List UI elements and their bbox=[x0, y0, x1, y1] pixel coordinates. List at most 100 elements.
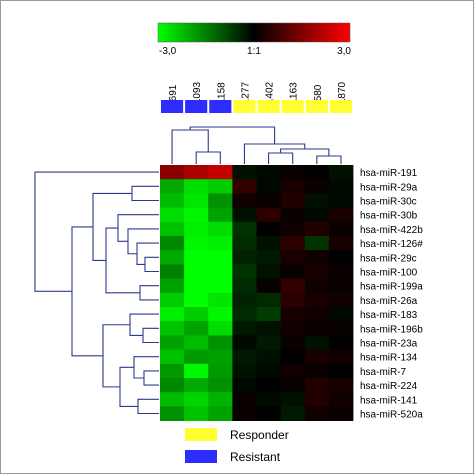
heatmap-cell bbox=[256, 406, 282, 421]
heatmap-cell bbox=[208, 250, 233, 265]
heatmap-cell bbox=[328, 278, 354, 294]
row-label: hsa-miR-199a bbox=[360, 282, 423, 293]
heatmap-cell bbox=[304, 264, 330, 279]
heatmap-cell bbox=[304, 349, 330, 365]
heatmap-cell bbox=[232, 378, 257, 393]
column-label: 1277 bbox=[240, 81, 251, 104]
heatmap-cell bbox=[208, 378, 233, 393]
heatmap-cell bbox=[160, 321, 185, 336]
column-dendrogram bbox=[171, 126, 342, 164]
row-label: hsa-miR-196b bbox=[360, 324, 423, 335]
row-dendrogram-link bbox=[129, 313, 159, 336]
legend-label: Resistant bbox=[230, 450, 281, 464]
group-bar-cell bbox=[257, 100, 280, 113]
heatmap-cell bbox=[232, 207, 257, 223]
row-dendrogram-link bbox=[119, 366, 138, 407]
heatmap-cell bbox=[280, 250, 306, 265]
heatmap-cell bbox=[256, 392, 282, 407]
heatmap-cell bbox=[328, 264, 354, 279]
heatmap-cell bbox=[328, 207, 354, 223]
heatmap-cell bbox=[184, 335, 209, 350]
column-dendrogram-link bbox=[316, 155, 342, 164]
heatmap-cell bbox=[328, 236, 354, 251]
heatmap-cell bbox=[184, 278, 209, 294]
group-bar-cell bbox=[185, 100, 208, 113]
heatmap-cell bbox=[184, 406, 209, 421]
column-dendrogram-link bbox=[243, 143, 306, 164]
column-label: 1163 bbox=[289, 82, 300, 104]
heatmap-cell bbox=[184, 207, 209, 223]
heatmap-cell bbox=[232, 250, 257, 265]
row-dendrogram-link bbox=[139, 285, 159, 301]
heatmap-cell bbox=[208, 179, 233, 194]
group-bar-cell bbox=[161, 100, 184, 113]
heatmap-cell bbox=[160, 292, 185, 308]
heatmap-cell bbox=[160, 307, 185, 322]
heatmap-cell bbox=[256, 207, 282, 223]
column-dendrogram-link bbox=[171, 129, 209, 164]
heatmap-cell bbox=[160, 236, 185, 251]
heatmap-cell bbox=[160, 406, 185, 421]
heatmap-cell bbox=[280, 307, 306, 322]
column-label: 580 bbox=[313, 84, 324, 101]
heatmap-cell bbox=[208, 349, 233, 365]
heatmap-cell bbox=[208, 392, 233, 407]
scale-mid-label: 1:1 bbox=[247, 46, 261, 57]
heatmap-cell bbox=[208, 335, 233, 350]
legend-label: Responder bbox=[230, 428, 289, 442]
heatmap-cell bbox=[328, 321, 354, 336]
heatmap-cell bbox=[184, 264, 209, 279]
column-dendrogram-link bbox=[189, 126, 276, 144]
heatmap-cell bbox=[280, 406, 306, 421]
heatmap-cell bbox=[160, 264, 185, 279]
group-bar-cell bbox=[281, 100, 304, 113]
heatmap-cell bbox=[232, 264, 257, 279]
heatmap-cell bbox=[328, 193, 354, 208]
row-label: hsa-miR-23a bbox=[360, 339, 418, 350]
heatmap-cell bbox=[160, 207, 185, 223]
heatmap-cell bbox=[184, 179, 209, 194]
heatmap-cell bbox=[256, 378, 282, 393]
row-dendrogram-link bbox=[136, 242, 159, 265]
heatmap-cell bbox=[304, 307, 330, 322]
heatmap-cell bbox=[208, 292, 233, 308]
row-dendrogram-link bbox=[102, 324, 130, 388]
heatmap-cell bbox=[184, 292, 209, 308]
heatmap-cell bbox=[304, 292, 330, 308]
row-label: hsa-miR-191 bbox=[360, 168, 418, 179]
heatmap-cell bbox=[256, 193, 282, 208]
heatmap-cell bbox=[232, 292, 257, 308]
row-label: hsa-miR-422b bbox=[360, 225, 423, 236]
heatmap-cell bbox=[208, 321, 233, 336]
column-labels: 691 1093 1158 1277 1402 1163 580 1870 bbox=[168, 81, 348, 104]
heatmap-cell bbox=[160, 378, 185, 393]
column-label: 1402 bbox=[265, 81, 276, 104]
heatmap-cell bbox=[184, 321, 209, 336]
heatmap-cell bbox=[232, 193, 257, 208]
legend-swatch bbox=[185, 450, 217, 463]
heatmap-cell bbox=[328, 349, 354, 365]
heatmap-cell bbox=[304, 363, 330, 379]
row-label: hsa-miR-7 bbox=[360, 367, 407, 378]
heatmap-cell bbox=[280, 207, 306, 223]
heatmap-cell bbox=[160, 392, 185, 407]
row-label: hsa-miR-29c bbox=[360, 253, 417, 264]
row-dendrogram bbox=[34, 171, 159, 415]
heatmap-cell bbox=[280, 165, 306, 180]
row-dendrogram-link bbox=[137, 398, 159, 415]
heatmap-cell bbox=[184, 378, 209, 393]
row-label: hsa-miR-100 bbox=[360, 268, 418, 279]
heatmap-cell bbox=[256, 236, 282, 251]
row-label: hsa-miR-126# bbox=[360, 239, 423, 250]
heatmap-cell bbox=[184, 307, 209, 322]
heatmap-cell bbox=[232, 321, 257, 336]
heatmap-cell bbox=[184, 349, 209, 365]
heatmap-cell bbox=[232, 179, 257, 194]
row-label: hsa-miR-134 bbox=[360, 353, 418, 364]
heatmap-cell bbox=[160, 193, 185, 208]
heatmap-cell bbox=[256, 278, 282, 294]
heatmap-cell bbox=[232, 392, 257, 407]
row-dendrogram-link bbox=[92, 192, 132, 261]
heatmap-cell bbox=[208, 264, 233, 279]
heatmap-cell bbox=[256, 335, 282, 350]
